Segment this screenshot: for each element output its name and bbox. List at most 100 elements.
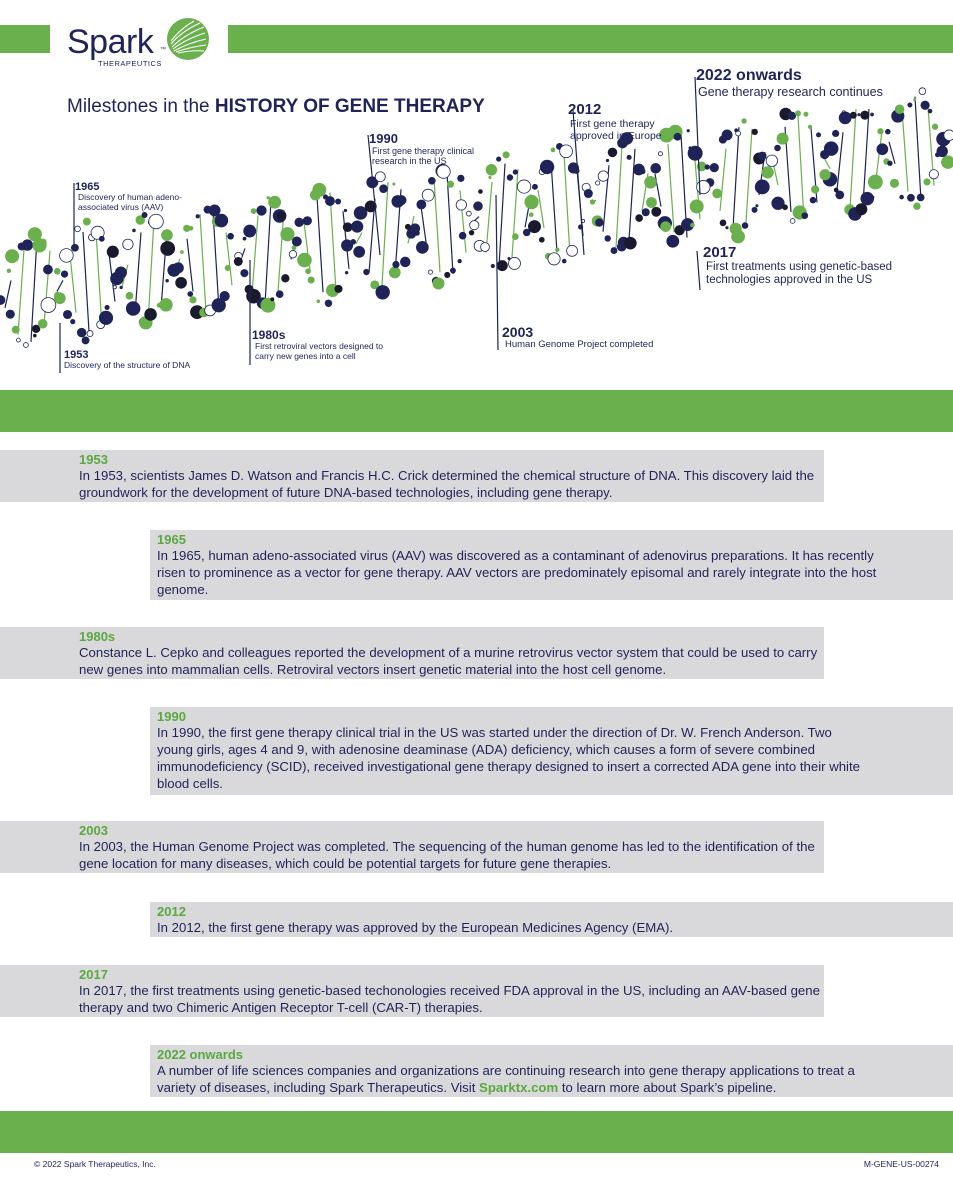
helix-bead [735,130,741,137]
helix-bead [161,229,173,241]
helix-rung [446,172,454,275]
helix-bead [432,277,445,290]
header-band-right [228,25,953,53]
timeline-year: 1965 [75,181,100,193]
footer-band [0,1111,953,1153]
helix-bead [268,195,282,209]
helix-bead [5,249,20,264]
helix-bead [907,102,913,108]
helix-bead [528,220,541,234]
helix-bead [761,166,774,179]
helix-bead [266,196,270,200]
helix-bead [90,225,105,240]
helix-bead [635,214,643,222]
entry-text: In 2012, the first gene therapy was appr… [157,920,674,935]
helix-bead [446,180,455,188]
helix-bead [297,252,312,268]
helix-bead [148,213,164,230]
helix-rung [199,214,207,312]
helix-bead [457,174,465,182]
helix-bead [689,199,704,214]
helix-bead [86,330,94,338]
helix-bead [416,241,429,254]
helix-rung [147,219,155,324]
helix-bead [6,268,12,273]
helix-bead [712,188,723,199]
helix-bead [353,245,366,258]
helix-bead [604,235,611,242]
timeline-item-2017: 2017 First treatments using genetic-base… [703,244,933,287]
helix-bead [312,182,327,197]
helix-rung [836,132,844,190]
helix-bead [789,218,796,224]
helix-bead [686,129,690,133]
entry-year: 1980s [79,629,116,644]
helix-bead [416,199,427,210]
helix-bead [751,128,758,136]
helix-bead [414,230,420,236]
helix-bead [59,248,74,263]
helix-bead [816,132,822,138]
entry-1980s: 1980s Constance L. Cepko and colleagues … [0,627,824,679]
helix-bead [233,257,243,266]
helix-bead [450,267,456,274]
helix-bead [573,167,580,174]
spark-burst-icon [167,18,209,60]
entry-year: 1965 [157,532,186,547]
helix-bead [469,220,480,231]
helix-rung [56,280,64,292]
sparktx-link[interactable]: Sparktx.com [479,1080,559,1095]
helix-bead [187,291,194,297]
helix-rung [485,181,493,253]
helix-bead [849,111,857,119]
timeline-year: 2003 [502,324,534,340]
helix-rung [875,130,883,179]
helix-bead [291,245,297,251]
helix-bead [899,194,904,200]
helix-bead [512,233,519,241]
entry-text: In 1990, the first gene therapy clinical… [157,725,860,791]
timeline-label: First gene therapy approved in Europe [570,118,662,143]
helix-bead [607,147,618,158]
helix-bead [144,308,157,321]
helix-bead [819,169,831,181]
helix-rung [69,254,77,313]
helix-bead [610,247,618,255]
helix-rung [628,148,636,240]
helix-bead [0,295,2,300]
helix-bead [214,213,229,228]
helix-bead [135,215,146,225]
helix-bead [114,266,127,279]
helix-bead [427,269,433,275]
timeline-item-1953: 1953 Discovery of the structure of DNA [64,349,244,371]
timeline-item-1980s: 1980s First retroviral vectors designed … [252,328,402,362]
helix-bead [646,197,657,208]
helix-bead [81,336,90,345]
helix-bead [294,217,304,228]
helix-bead [428,176,436,185]
helix-bead [860,191,874,206]
helix-bead [379,184,388,194]
helix-rung [43,250,51,326]
helix-rung [615,145,623,248]
helix-bead [876,143,889,156]
helix-rung [719,148,727,211]
helix-bead [70,319,76,325]
entry-text-after: to learn more about Spark’s pipeline. [561,1080,777,1095]
helix-bead [907,193,915,202]
helix-rung [355,232,363,244]
helix-bead [351,220,364,233]
helix-bead [227,232,234,240]
helix-bead [941,155,953,169]
helix-bead [344,270,349,275]
helix-bead [104,304,110,310]
helix-bead [731,229,745,244]
document-code: M-GENE-US-00274 [863,1159,939,1169]
helix-bead [547,252,561,266]
entry-year: 1990 [157,709,186,724]
helix-bead [709,162,719,173]
helix-bead [741,222,749,229]
timeline-year: 2022 onwards [696,67,802,84]
helix-bead [782,204,788,211]
helix-bead [53,268,61,275]
